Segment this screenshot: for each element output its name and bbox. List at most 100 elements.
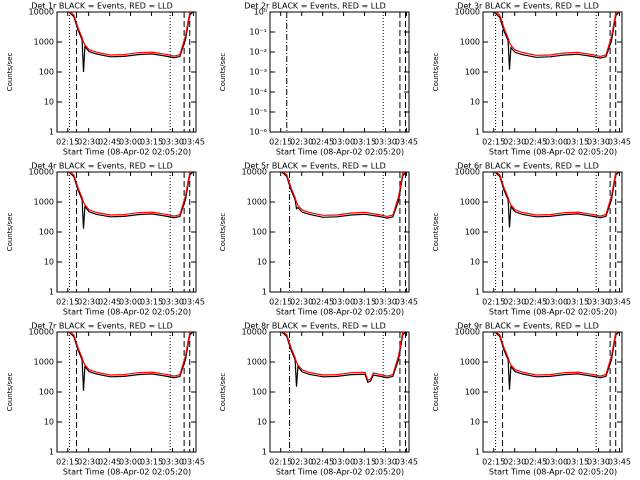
y-tick-label: 10⁻²: [249, 48, 267, 57]
panel-title: Det 4r BLACK = Events, RED = LLD: [31, 162, 173, 171]
y-tick-label: 100: [252, 388, 267, 397]
x-tick-label: 03:15: [353, 138, 376, 147]
y-tick-label: 10: [44, 258, 54, 267]
y-tick-label: 1: [49, 448, 54, 457]
panel: Det 1r BLACK = Events, RED = LLD Start Ti…: [6, 2, 205, 157]
y-tick-label: 1000: [460, 198, 480, 207]
series-line: [280, 332, 407, 387]
x-axis-label: Start Time (08-Apr-02 02:05:20): [489, 468, 617, 477]
y-tick-label: 100: [39, 68, 54, 77]
series-line: [68, 332, 193, 377]
y-tick-label: 10000: [29, 8, 54, 17]
panel: Det 3r BLACK = Events, RED = LLD Start Ti…: [432, 2, 631, 157]
plot-frame: [269, 11, 410, 133]
x-tick-label: 03:15: [140, 458, 163, 467]
x-axis-label: Start Time (08-Apr-02 02:05:20): [489, 148, 617, 157]
panel-title: Det 9r BLACK = Events, RED = LLD: [457, 322, 599, 331]
x-tick-label: 03:30: [161, 298, 184, 307]
x-tick-label: 03:15: [353, 458, 376, 467]
x-tick-label: 03:45: [608, 138, 631, 147]
x-tick-label: 03:30: [161, 138, 184, 147]
panel-title: Det 2r BLACK = Events, RED = LLD: [244, 2, 386, 11]
panel: Det 9r BLACK = Events, RED = LLD Start Ti…: [432, 322, 631, 477]
x-tick-label: 03:45: [608, 298, 631, 307]
y-tick-label: 10: [257, 258, 267, 267]
panel: Det 5r BLACK = Events, RED = LLD Start Ti…: [219, 162, 418, 317]
y-tick-label: 10000: [242, 168, 267, 177]
x-tick-label: 02:45: [98, 458, 121, 467]
y-tick-label: 10: [470, 258, 480, 267]
y-tick-label: 1: [49, 288, 54, 297]
y-tick-label: 10⁻⁶: [249, 128, 267, 137]
panel-title: Det 8r BLACK = Events, RED = LLD: [244, 322, 386, 331]
y-tick-label: 10⁻⁵: [249, 108, 267, 117]
y-tick-label: 10: [470, 98, 480, 107]
y-tick-label: 100: [465, 228, 480, 237]
x-tick-label: 02:15: [269, 298, 292, 307]
x-tick-label: 03:45: [182, 458, 205, 467]
panel-title: Det 3r BLACK = Events, RED = LLD: [457, 2, 599, 11]
x-tick-label: 02:15: [56, 138, 79, 147]
y-tick-label: 100: [39, 388, 54, 397]
series-line: [493, 332, 620, 390]
panel: Det 6r BLACK = Events, RED = LLD Start Ti…: [432, 162, 631, 317]
panel: Det 4r BLACK = Events, RED = LLD Start Ti…: [6, 162, 205, 317]
series-line: [493, 172, 620, 228]
y-tick-label: 100: [252, 228, 267, 237]
y-tick-label: 10000: [455, 168, 480, 177]
x-tick-label: 03:45: [182, 138, 205, 147]
series-line: [494, 12, 619, 58]
y-axis-label: Counts/sec: [6, 213, 14, 252]
x-tick-label: 03:00: [332, 458, 355, 467]
x-tick-label: 03:15: [566, 298, 589, 307]
y-tick-label: 100: [465, 68, 480, 77]
x-tick-label: 03:15: [353, 298, 376, 307]
y-axis-label: Counts/sec: [432, 373, 440, 412]
y-tick-label: 1: [262, 288, 267, 297]
x-tick-label: 02:30: [77, 458, 100, 467]
series-line: [67, 332, 194, 391]
x-tick-label: 03:30: [587, 138, 610, 147]
y-axis-label: Counts/sec: [219, 373, 227, 412]
y-tick-label: 10: [470, 418, 480, 427]
y-tick-label: 10⁻³: [249, 68, 267, 77]
y-tick-label: 100: [39, 228, 54, 237]
x-tick-label: 03:30: [161, 458, 184, 467]
y-tick-label: 100: [465, 388, 480, 397]
x-tick-label: 03:00: [332, 138, 355, 147]
x-axis-label: Start Time (08-Apr-02 02:05:20): [276, 308, 404, 317]
y-tick-label: 1: [475, 448, 480, 457]
x-axis-label: Start Time (08-Apr-02 02:05:20): [63, 308, 191, 317]
panel-title: Det 7r BLACK = Events, RED = LLD: [31, 322, 173, 331]
y-tick-label: 10: [44, 418, 54, 427]
y-axis-label: Counts/sec: [432, 53, 440, 92]
x-axis-label: Start Time (08-Apr-02 02:05:20): [276, 468, 404, 477]
y-axis-label: Counts/sec: [219, 53, 227, 92]
x-tick-label: 02:15: [269, 458, 292, 467]
x-tick-label: 03:30: [374, 298, 397, 307]
y-tick-label: 10⁻¹: [249, 28, 267, 37]
x-tick-label: 03:30: [374, 458, 397, 467]
y-tick-label: 1000: [247, 358, 267, 367]
x-tick-label: 03:00: [545, 458, 568, 467]
x-axis-label: Start Time (08-Apr-02 02:05:20): [63, 468, 191, 477]
x-tick-label: 03:15: [140, 298, 163, 307]
y-tick-label: 1: [475, 128, 480, 137]
x-tick-label: 02:45: [524, 458, 547, 467]
y-tick-label: 1: [475, 288, 480, 297]
y-tick-label: 10000: [455, 328, 480, 337]
x-tick-label: 02:15: [482, 138, 505, 147]
series-line: [494, 172, 619, 217]
y-tick-label: 1000: [34, 198, 54, 207]
x-tick-label: 03:00: [545, 138, 568, 147]
panel-title: Det 5r BLACK = Events, RED = LLD: [244, 162, 386, 171]
x-tick-label: 02:30: [77, 138, 100, 147]
x-tick-label: 02:30: [290, 138, 313, 147]
x-tick-label: 03:00: [332, 298, 355, 307]
panel: Det 2r BLACK = Events, RED = LLD Start Ti…: [219, 2, 418, 157]
x-tick-label: 02:45: [311, 138, 334, 147]
panel: Det 7r BLACK = Events, RED = LLD Start Ti…: [6, 322, 205, 477]
panel-title: Det 1r BLACK = Events, RED = LLD: [31, 2, 173, 11]
x-tick-label: 02:45: [524, 138, 547, 147]
